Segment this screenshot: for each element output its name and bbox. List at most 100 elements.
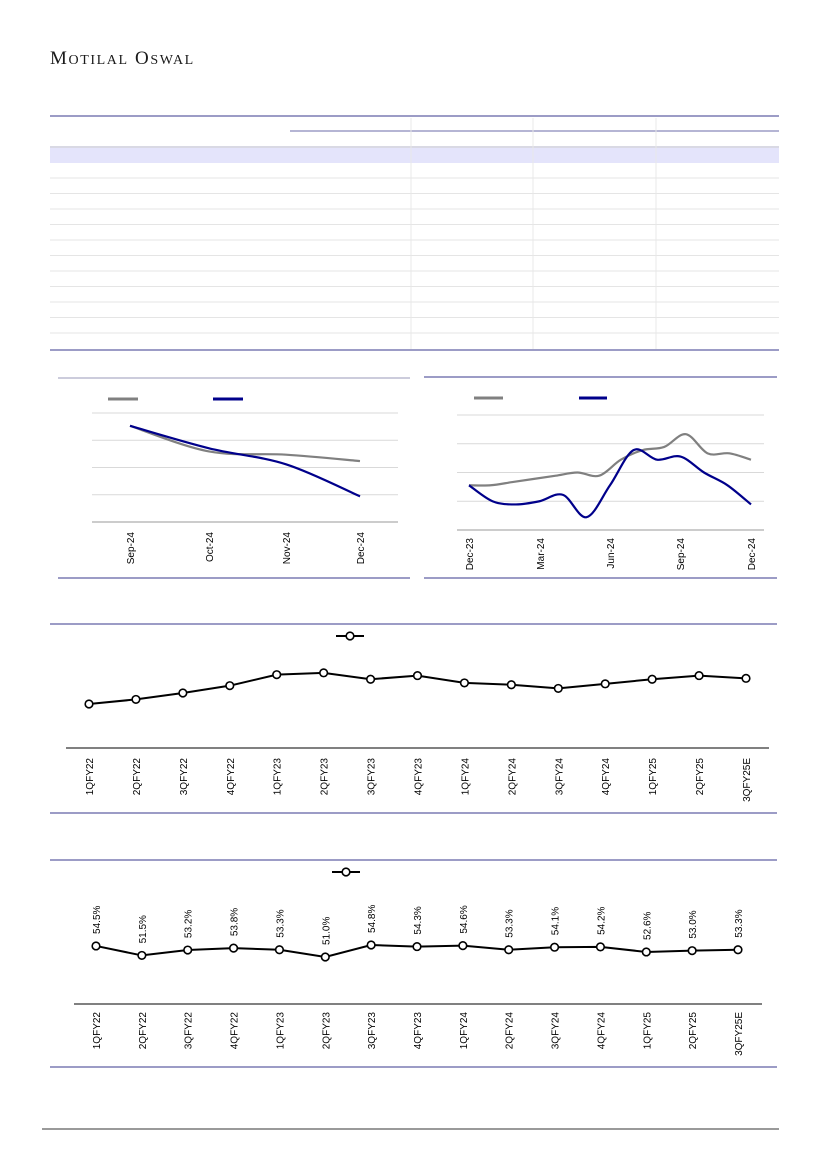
data-point: [687, 946, 697, 956]
x-tick-label: 2QFY25: [688, 1012, 699, 1050]
data-label: 54.8%: [367, 905, 378, 933]
data-point: [595, 942, 606, 952]
series-line: [468, 448, 752, 519]
x-tick-label: 1QFY24: [459, 1012, 470, 1050]
x-tick-label: Dec-24: [356, 532, 367, 565]
chart-4: 54.5% 51.5% 53.2% 53.8% 53.3% 51.0% 54.8% 54.3%…: [50, 859, 777, 1068]
chart-4-data-labels: 54.5% 51.5% 53.2% 53.8% 53.3% 51.0% 54.8% 54.3%…: [92, 905, 745, 945]
data-label: 54.6%: [459, 905, 470, 933]
chart-2-grid: [457, 414, 764, 531]
data-label: 54.5%: [92, 905, 103, 933]
chart-2: Dec-23 Mar-24 Jun-24 Sep-24 Dec-24: [424, 376, 777, 579]
data-label: 53.8%: [230, 908, 241, 936]
x-tick-label: Oct-24: [205, 532, 216, 562]
data-label: 53.3%: [505, 909, 516, 937]
x-tick-label: 2QFY23: [320, 758, 331, 796]
x-tick-label: 2QFY25: [695, 758, 706, 796]
x-tick-label: 4QFY23: [414, 758, 425, 796]
chart-1-lines: [129, 424, 361, 498]
data-label: 51.5%: [138, 915, 149, 943]
data-label: 53.2%: [184, 910, 195, 938]
x-tick-label: 3QFY22: [184, 1012, 195, 1050]
table-rows: [50, 177, 779, 334]
chart-4-lines: [91, 940, 743, 962]
x-tick-label: Nov-24: [282, 532, 293, 565]
data-point: [504, 945, 514, 955]
chart-1-grid: [92, 412, 398, 523]
data-point: [412, 670, 423, 681]
x-tick-label: 3QFY24: [554, 758, 565, 796]
data-point: [84, 699, 94, 709]
data-point: [733, 945, 743, 955]
x-tick-label: Jun-24: [606, 538, 617, 569]
x-tick-label: Sep-24: [676, 538, 687, 571]
x-tick-label: 2QFY22: [132, 758, 143, 796]
x-tick-label: 4QFY23: [413, 1012, 424, 1050]
x-tick-label: 1QFY24: [460, 758, 471, 796]
data-table: [50, 115, 779, 351]
data-point: [178, 688, 188, 698]
x-tick-label: 1QFY23: [273, 758, 284, 796]
x-tick-label: 1QFY23: [275, 1012, 286, 1050]
legend-marker: [345, 631, 355, 641]
chart-1: Sep-24 Oct-24 Nov-24 Dec-24: [58, 377, 410, 579]
x-tick-label: 1QFY25: [642, 1012, 653, 1050]
chart-2-lines: [468, 433, 752, 519]
data-point: [458, 941, 468, 951]
brand-letter: O: [135, 48, 151, 69]
data-label: 53.3%: [734, 909, 745, 937]
data-point: [137, 950, 147, 961]
brand-letters: OTILAL: [68, 53, 129, 68]
data-point: [366, 940, 376, 950]
x-tick-label: 1QFY25: [648, 758, 659, 796]
data-point: [131, 694, 141, 705]
x-tick-label: Mar-24: [536, 538, 547, 570]
data-point: [641, 947, 651, 957]
data-point: [694, 670, 704, 681]
series-line: [468, 433, 752, 487]
x-tick-label: Dec-23: [465, 538, 476, 571]
chart-3: 1QFY22 2QFY22 3QFY22 4QFY22 1QFY23 2QFY23 3QFY…: [50, 623, 777, 814]
x-tick-label: 4QFY22: [226, 758, 237, 796]
data-label: 52.6%: [642, 911, 653, 939]
data-label: 54.2%: [596, 906, 607, 934]
data-point: [741, 673, 751, 683]
data-point: [459, 678, 470, 688]
table-highlight-row: [50, 148, 779, 163]
x-tick-label: Dec-24: [747, 538, 758, 571]
chart-3-x-ticks: 1QFY22 2QFY22 3QFY22 4QFY22 1QFY23 2QFY23 3QFY…: [85, 758, 753, 802]
x-tick-label: 4QFY22: [230, 1012, 241, 1050]
x-tick-label: 4QFY24: [596, 1012, 607, 1050]
data-label: 53.0%: [688, 910, 699, 938]
data-point: [319, 668, 329, 678]
series-line: [129, 424, 361, 498]
data-point: [412, 941, 422, 952]
x-tick-label: 3QFY22: [179, 758, 190, 796]
footer-rule: [42, 1128, 779, 1130]
data-point: [320, 952, 330, 962]
data-point: [549, 942, 560, 952]
chart-1-x-ticks: Sep-24 Oct-24 Nov-24 Dec-24: [126, 532, 367, 565]
data-point: [183, 945, 193, 955]
data-point: [225, 681, 235, 691]
x-tick-label: 4QFY24: [601, 758, 612, 796]
x-tick-label: 3QFY24: [551, 1012, 562, 1050]
brand-logo: MOTILAL OSWAL: [50, 48, 195, 70]
data-point: [228, 943, 239, 953]
x-tick-label: Sep-24: [126, 532, 137, 565]
data-label: 53.3%: [275, 909, 286, 937]
x-tick-label: 3QFY23: [367, 758, 378, 796]
data-point: [506, 680, 516, 690]
x-tick-label: 3QFY25E: [734, 1012, 745, 1056]
data-label: 54.1%: [551, 907, 562, 935]
data-point: [600, 679, 610, 689]
data-point: [365, 674, 376, 684]
data-label: 54.3%: [413, 906, 424, 934]
x-tick-label: 2QFY22: [138, 1012, 149, 1050]
x-tick-label: 2QFY24: [505, 1012, 516, 1050]
data-point: [274, 945, 285, 955]
chart-4-legend: [332, 867, 360, 877]
x-tick-label: 3QFY25E: [742, 758, 753, 802]
data-point: [272, 670, 282, 680]
x-tick-label: 2QFY23: [321, 1012, 332, 1050]
